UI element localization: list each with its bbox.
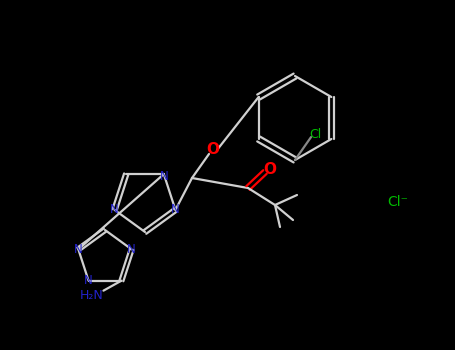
Text: N: N — [171, 203, 180, 216]
Text: Cl: Cl — [309, 127, 321, 141]
Text: O: O — [207, 142, 219, 158]
Text: N: N — [110, 203, 119, 216]
Text: O: O — [263, 162, 277, 177]
Text: N: N — [127, 243, 136, 256]
Text: Cl⁻: Cl⁻ — [388, 195, 409, 209]
Text: N: N — [84, 274, 93, 287]
Text: N: N — [74, 243, 83, 256]
Text: H₂N: H₂N — [80, 289, 103, 302]
Text: N: N — [159, 170, 168, 183]
